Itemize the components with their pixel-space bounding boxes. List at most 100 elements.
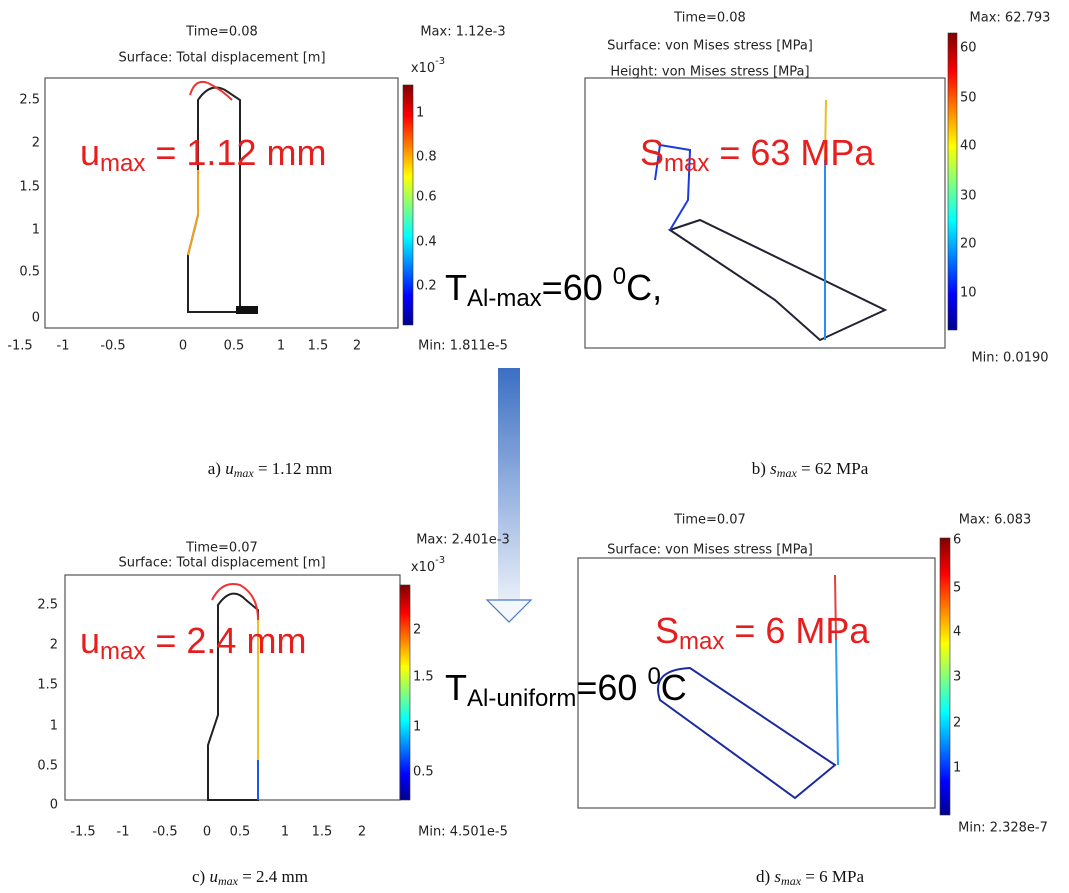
panel-title: Time=0.07 — [185, 541, 258, 556]
plot-area — [44, 77, 399, 329]
y-tick-label: 0 — [50, 798, 58, 813]
min-label: Min: 0.0190 — [971, 351, 1048, 366]
panel-title: Height: von Mises stress [MPa] — [610, 65, 809, 80]
geometry — [187, 80, 888, 801]
colorbar-tick-label: 6 — [953, 533, 961, 548]
temperature-sup: 0 — [613, 263, 626, 290]
colorbar — [947, 32, 958, 331]
x-tick-label: 0.5 — [230, 825, 251, 840]
panel-title: Surface: von Mises stress [MPa] — [607, 39, 813, 54]
colorbar-tick-label: 0.6 — [416, 190, 437, 205]
caption-sub: max — [234, 466, 255, 480]
colorbar-tick-label: 3 — [953, 670, 961, 685]
exponent-base: x10 — [411, 61, 435, 76]
x-tick-label: 2 — [358, 825, 366, 840]
x-tick-label: 1 — [277, 339, 285, 354]
x-tick-label: 1.5 — [308, 339, 329, 354]
caption-symbol: u — [225, 459, 234, 478]
caption-sub: max — [777, 466, 798, 480]
colorbar-tick-label: 2 — [413, 623, 421, 638]
exponent-sup: -3 — [435, 555, 445, 566]
colorbar-tick-label: 0.4 — [416, 235, 437, 250]
caption-symbol: u — [209, 867, 218, 886]
exponent-base: x10 — [411, 560, 435, 575]
colorbar-exponent: x10-3 — [411, 555, 445, 575]
x-tick-label: -1.5 — [7, 339, 32, 354]
colorbar-tick-label: 10 — [960, 286, 977, 301]
y-tick-label: 2 — [32, 136, 40, 151]
colorbar-tick-label: 1 — [416, 106, 424, 121]
x-tick-label: 0.5 — [224, 339, 245, 354]
colorbar-tick-label: 20 — [960, 237, 977, 252]
caption-sub: max — [781, 874, 802, 888]
annotation: Smax = 6 MPa — [655, 610, 870, 656]
annotation-base: S — [655, 610, 679, 651]
colorbar — [402, 84, 414, 326]
temperature-mid: =60 — [542, 267, 613, 308]
annotation-rest: = 2.4 mm — [145, 620, 306, 661]
colorbar-tick-label: 0.8 — [416, 150, 437, 165]
panel-title: Surface: Total displacement [m] — [118, 51, 325, 66]
plot-area — [577, 557, 936, 809]
colorbar-tick-label: 2 — [953, 716, 961, 731]
temperature-label: TAl-uniform=60 0C — [445, 663, 687, 712]
colorbar-tick-label: 30 — [960, 189, 977, 204]
max-label: Max: 1.12e-3 — [420, 25, 505, 40]
caption-label: a) — [208, 459, 221, 478]
caption-label: d) — [756, 867, 770, 886]
y-tick-label: 0.5 — [37, 759, 58, 774]
y-tick-label: 0.5 — [19, 265, 40, 280]
panel-title: Surface: Total displacement [m] — [118, 556, 325, 571]
x-tick-label: -1.5 — [70, 825, 95, 840]
x-tick-label: 2 — [353, 339, 361, 354]
plot-area — [64, 574, 401, 801]
x-tick-label: -1 — [57, 339, 70, 354]
x-tick-label: 0 — [179, 339, 187, 354]
exponent-sup: -3 — [435, 56, 445, 67]
annotation-sub: max — [100, 638, 145, 665]
annotation: umax = 1.12 mm — [80, 132, 326, 178]
max-label: Max: 62.793 — [970, 11, 1051, 26]
caption-symbol: s — [774, 867, 781, 886]
x-tick-label: 0 — [203, 825, 211, 840]
caption-label: c) — [192, 867, 205, 886]
panel: Time=0.08 Surface: Total displacement [m]… — [7, 25, 508, 480]
arrow — [485, 368, 533, 623]
min-label: Min: 2.328e-7 — [958, 821, 1048, 836]
annotation-sub: max — [664, 150, 709, 177]
temperature-base: T — [445, 667, 467, 708]
min-label: Min: 1.811e-5 — [418, 339, 508, 354]
caption: c) umax = 2.4 mm — [192, 867, 308, 888]
x-tick-label: 1 — [281, 825, 289, 840]
temperature-mid: =60 — [576, 667, 647, 708]
plot-area — [584, 77, 946, 349]
panel-title: Surface: von Mises stress [MPa] — [607, 543, 813, 558]
annotation-base: S — [640, 132, 664, 173]
y-tick-label: 1.5 — [19, 180, 40, 195]
colorbar-tick-label: 50 — [960, 91, 977, 106]
caption-rest: = 6 MPa — [801, 867, 864, 886]
caption-rest: = 1.12 mm — [254, 459, 333, 478]
annotation-rest: = 63 MPa — [709, 132, 875, 173]
colorbar — [939, 537, 951, 816]
y-tick-label: 2.5 — [19, 93, 40, 108]
colorbar — [399, 584, 411, 801]
annotation-base: u — [80, 620, 100, 661]
colorbar-tick-label: 4 — [953, 625, 961, 640]
panel-title: Time=0.08 — [185, 25, 258, 40]
temperature-sub: Al-max — [467, 285, 542, 312]
annotation-sub: max — [100, 150, 145, 177]
y-tick-label: 1.5 — [37, 678, 58, 693]
temperature-rest: C — [661, 667, 687, 708]
caption-label: b) — [752, 459, 766, 478]
colorbar-tick-label: 0.5 — [413, 765, 434, 780]
y-tick-label: 1 — [32, 223, 40, 238]
caption: d) smax = 6 MPa — [756, 867, 864, 888]
colorbar-tick-label: 1 — [413, 720, 421, 735]
caption-symbol: s — [770, 459, 777, 478]
x-tick-label: -0.5 — [100, 339, 125, 354]
x-tick-label: 1.5 — [312, 825, 333, 840]
panel: Time=0.08 Surface: von Mises stress [MPa]… — [584, 11, 1051, 480]
